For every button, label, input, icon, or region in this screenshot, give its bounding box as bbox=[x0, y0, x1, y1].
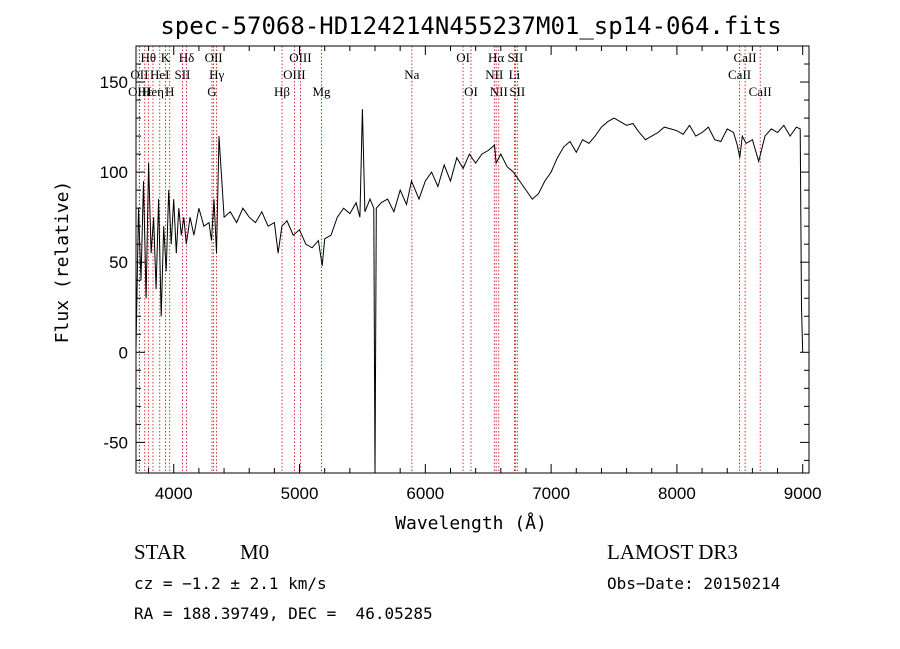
spectral-line-markers bbox=[138, 46, 761, 473]
spectral-line-label: Hδ bbox=[179, 50, 195, 65]
spectral-line-label: SII bbox=[509, 84, 525, 99]
x-tick-label: 8000 bbox=[658, 484, 696, 503]
y-tick-label: 150 bbox=[100, 73, 128, 92]
redshift-velocity: cz = −1.2 ± 2.1 km/s bbox=[134, 574, 327, 593]
x-tick-label: 7000 bbox=[532, 484, 570, 503]
spectral-line-label: NII bbox=[485, 67, 503, 82]
spectral-line-label: CaII bbox=[734, 50, 757, 65]
spectral-line-label: Hθ bbox=[141, 50, 157, 65]
spectral-line-label: SII bbox=[507, 50, 523, 65]
spectral-line-label: Li bbox=[509, 67, 521, 82]
spectral-line-label: Na bbox=[404, 67, 419, 82]
spectral-line-label: OII bbox=[205, 50, 223, 65]
spectral-line-label: Hβ bbox=[274, 84, 290, 99]
object-subclass: M0 bbox=[240, 540, 270, 564]
coordinates: RA = 188.39749, DEC = 46.05285 bbox=[134, 604, 433, 623]
spectral-line-label: Heη bbox=[142, 84, 164, 99]
observation-date: Obs−Date: 20150214 bbox=[607, 574, 781, 593]
y-tick-label: 50 bbox=[109, 253, 128, 272]
chart-title: spec-57068-HD124214N455237M01_sp14-064.f… bbox=[160, 12, 781, 40]
spectral-line-label: H bbox=[165, 84, 174, 99]
spectral-line-label: G bbox=[207, 84, 216, 99]
spectral-line-label: Mg bbox=[313, 84, 332, 99]
x-tick-label: 4000 bbox=[155, 484, 193, 503]
spectral-line-label: OIII bbox=[289, 50, 311, 65]
spectral-line-label: OIII bbox=[283, 67, 305, 82]
object-class: STAR bbox=[134, 540, 186, 564]
y-tick-label: -50 bbox=[103, 433, 128, 452]
spectral-line-label: Hγ bbox=[209, 67, 224, 82]
spectral-line-label: OI bbox=[464, 84, 478, 99]
spectral-line-label: SII bbox=[174, 67, 190, 82]
survey-name: LAMOST DR3 bbox=[607, 540, 738, 564]
x-tick-label: 6000 bbox=[406, 484, 444, 503]
spectral-line-label: CaII bbox=[728, 67, 751, 82]
axis-ticks: 4000 5000 6000 7000 8000 9000 -50 0 50 100 150 bbox=[100, 45, 822, 503]
spectral-line-label: NII bbox=[490, 84, 508, 99]
spectral-line-label: OIII bbox=[128, 84, 150, 99]
spectral-line-label: OII bbox=[130, 67, 148, 82]
spectral-line-label: HeI bbox=[150, 67, 170, 82]
y-tick-label: 0 bbox=[119, 343, 128, 362]
spectral-line-label: Hε bbox=[137, 84, 152, 99]
x-tick-label: 5000 bbox=[281, 484, 319, 503]
plot-frame bbox=[135, 45, 810, 474]
spectrum-line bbox=[136, 109, 804, 473]
spectral-line-label: OI bbox=[456, 50, 470, 65]
spectral-line-label: Hα bbox=[488, 50, 504, 65]
x-axis-label: Wavelength (Å) bbox=[395, 512, 547, 534]
spectral-line-label: CaII bbox=[749, 84, 772, 99]
x-tick-label: 9000 bbox=[784, 484, 822, 503]
y-tick-label: 100 bbox=[100, 163, 128, 182]
y-axis-label: Flux (relative) bbox=[52, 181, 73, 344]
spectral-line-label: K bbox=[161, 50, 171, 65]
